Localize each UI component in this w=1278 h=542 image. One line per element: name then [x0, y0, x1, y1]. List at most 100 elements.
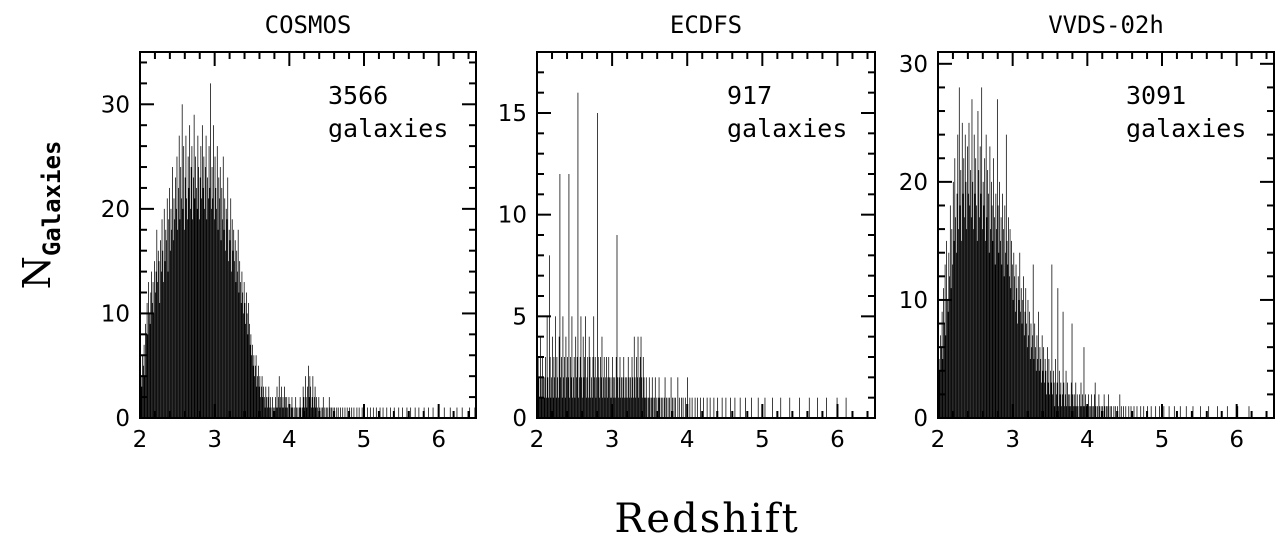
histogram-bar [241, 271, 243, 418]
x-tick-label: 5 [755, 427, 770, 453]
histogram-bar [577, 92, 579, 419]
y-tick-label: 0 [512, 406, 527, 432]
histogram-bar [993, 158, 994, 418]
histogram-bar [256, 386, 258, 418]
histogram-bar [220, 240, 222, 418]
histogram-bar [703, 397, 704, 418]
histogram-bar [291, 397, 293, 418]
histogram-bar [627, 397, 628, 418]
histogram-bar [406, 407, 408, 418]
histogram-bar [561, 397, 563, 418]
histogram-bar [146, 302, 148, 418]
histogram-bar [959, 205, 961, 418]
histogram-bar [243, 282, 245, 418]
histogram-bar [1039, 347, 1041, 418]
histogram-bar [225, 208, 227, 418]
histogram-bar [184, 229, 185, 418]
histogram-bar [296, 407, 297, 418]
histogram-bar [1033, 358, 1035, 418]
histogram-bar [663, 397, 665, 418]
histogram-bar [1011, 240, 1012, 418]
histogram-bar [281, 386, 282, 418]
histogram-bar [648, 377, 650, 418]
histogram-bar [228, 261, 229, 418]
histogram-bar [599, 397, 601, 418]
histogram-bar [283, 407, 285, 418]
histogram-bar [636, 357, 637, 418]
histogram-bar [235, 282, 237, 418]
histogram-bar [1073, 394, 1075, 418]
histogram-bar [673, 397, 675, 418]
histogram-bar [1028, 335, 1030, 418]
histogram-bar [1005, 252, 1006, 418]
histogram-bar [1077, 406, 1079, 418]
histogram-bar [231, 219, 233, 418]
histogram-bar [1173, 406, 1175, 418]
histogram-bar [276, 386, 278, 418]
histogram-bar [402, 407, 403, 418]
histogram-bar [379, 407, 381, 418]
histogram-bar [428, 407, 429, 418]
histogram-bar [632, 377, 634, 418]
histogram-bar [997, 205, 999, 418]
histogram-bar [981, 87, 983, 419]
histogram-bar [550, 397, 552, 418]
histogram-bar [955, 252, 957, 418]
histogram-bar [649, 397, 651, 418]
histogram-bar [1136, 406, 1138, 418]
histogram-bar [268, 386, 270, 418]
histogram-bar [615, 357, 617, 418]
histogram-bar [1133, 406, 1135, 418]
histogram-bar [175, 177, 176, 418]
histogram-bar [1200, 406, 1201, 418]
histogram-bar [1082, 394, 1083, 418]
histogram-bar [602, 397, 604, 418]
histogram-bar [636, 377, 638, 418]
histogram-bar [1050, 382, 1052, 418]
histogram-bar [1037, 358, 1039, 418]
histogram-bar [1022, 299, 1024, 418]
histogram-bar [662, 397, 664, 418]
histogram-bar [1150, 406, 1152, 418]
histogram-bar [660, 397, 662, 418]
histogram-bar [950, 288, 952, 418]
histogram-bar [633, 397, 634, 418]
histogram-bar [191, 146, 193, 419]
histogram-bar [222, 156, 224, 418]
histogram-bar [316, 397, 317, 418]
histogram-bar [564, 357, 565, 418]
histogram-bar [968, 122, 970, 418]
histogram-bar [612, 357, 613, 418]
histogram-bar [311, 397, 313, 418]
histogram-bar [179, 219, 181, 418]
histogram-bar [976, 205, 977, 418]
histogram-bar [175, 208, 177, 418]
histogram-bar [549, 255, 550, 418]
histogram-bar [217, 229, 219, 418]
histogram-bar [232, 250, 234, 418]
histogram-bar [586, 377, 588, 418]
histogram-bar [155, 271, 157, 418]
histogram-bar [242, 292, 244, 418]
histogram-bar [958, 229, 959, 418]
histogram-bar [1038, 311, 1039, 418]
histogram-bar [627, 357, 629, 418]
histogram-bar [214, 156, 216, 418]
histogram-bar [252, 365, 254, 418]
histogram-bar [160, 240, 161, 418]
histogram-bar [598, 377, 600, 418]
histogram-bar [996, 99, 998, 418]
histogram-bar [1030, 323, 1032, 418]
histogram-bar [582, 336, 584, 418]
histogram-bar [556, 357, 558, 418]
histogram-bar [751, 397, 752, 418]
histogram-bar [181, 104, 183, 418]
histogram-bar [576, 357, 578, 418]
y-tick-label: 10 [899, 288, 928, 314]
histogram-bar [567, 377, 569, 418]
histogram-bar [310, 386, 311, 418]
histogram-bar [587, 357, 589, 418]
histogram-bar [641, 377, 643, 418]
histogram-bar [1091, 394, 1092, 418]
histogram-bar [621, 377, 622, 418]
